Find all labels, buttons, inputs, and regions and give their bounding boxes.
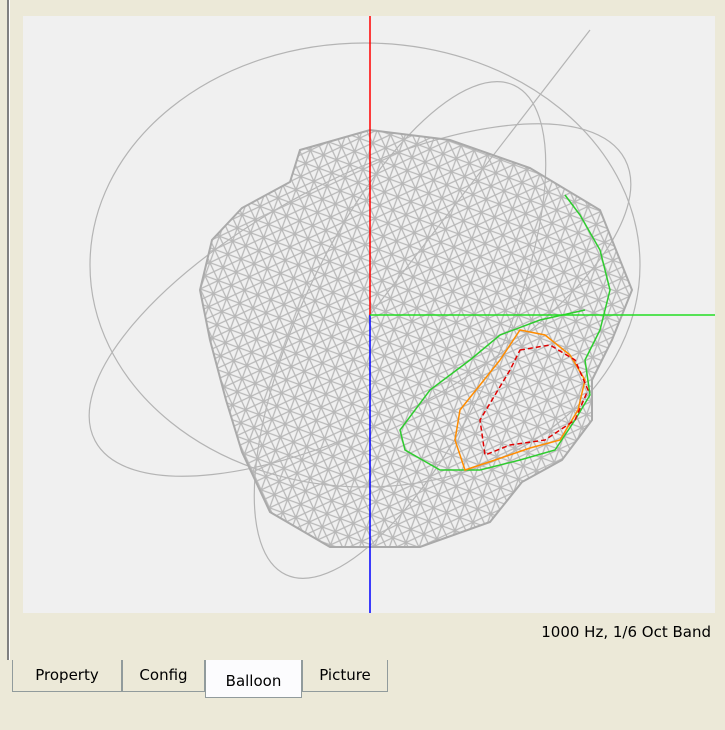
- tab[interactable]: Property: [12, 660, 122, 692]
- panel-border: [7, 0, 10, 660]
- status-text: 1000 Hz, 1/6 Oct Band: [541, 623, 711, 641]
- tab[interactable]: Picture: [302, 660, 388, 692]
- tab[interactable]: Config: [122, 660, 205, 692]
- balloon-view: [23, 16, 715, 613]
- balloon-panel: 1000 Hz, 1/6 Oct Band Property Config Ba…: [0, 0, 725, 730]
- tab[interactable]: Balloon: [205, 660, 302, 698]
